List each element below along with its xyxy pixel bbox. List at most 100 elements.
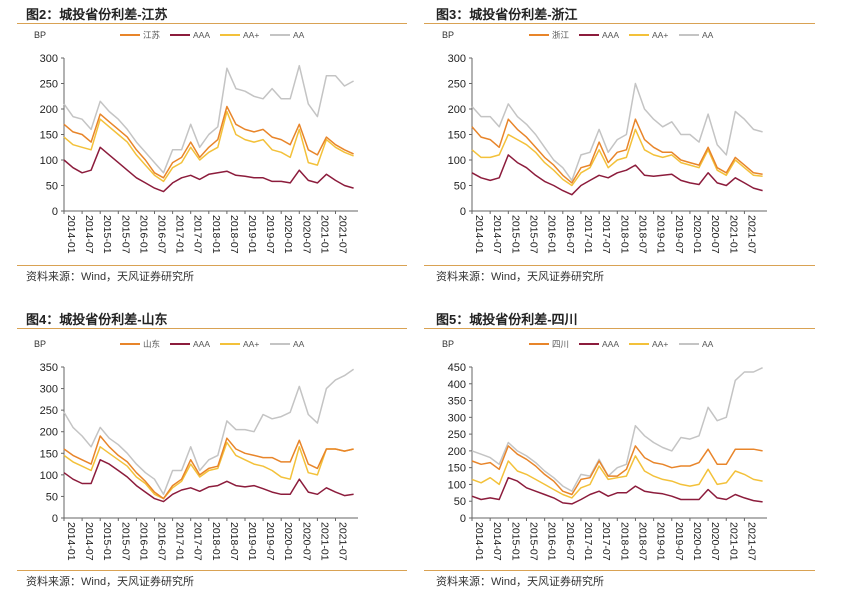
y-axis-label: BP <box>442 339 454 349</box>
x-tick-label: 2016-01 <box>546 215 558 254</box>
legend-label: AAA <box>193 339 210 349</box>
x-tick-label: 2014-01 <box>473 215 485 254</box>
series-line-province <box>471 118 763 184</box>
chart-svg: BP 0 50 100 150 200 250 300 350 2014-01 2014-07 201… <box>34 339 358 561</box>
series-line-aa <box>63 368 355 496</box>
y-tick-label: 100 <box>448 155 466 167</box>
x-tick-label: 2017-01 <box>174 215 186 254</box>
y-tick-label: 250 <box>40 79 58 91</box>
source-note: 资料来源：Wind，天风证券研究所 <box>436 576 605 588</box>
y-tick-label: 50 <box>454 496 466 508</box>
y-tick-label: 50 <box>46 181 58 193</box>
x-tick-label: 2018-01 <box>618 522 630 561</box>
x-tick-label: 2019-07 <box>673 215 685 254</box>
x-tick-label: 2014-01 <box>65 522 77 561</box>
y-tick-label: 300 <box>448 412 466 424</box>
x-tick-label: 2020-07 <box>709 522 721 561</box>
legend-label: 山东 <box>143 339 160 349</box>
chart-title: 图4：城投省份利差-山东 <box>26 312 168 327</box>
series-line-aa <box>471 367 763 492</box>
chart-title: 图3：城投省份利差-浙江 <box>436 7 578 22</box>
y-tick-label: 50 <box>454 181 466 193</box>
x-tick-label: 2014-01 <box>473 522 485 561</box>
x-tick-label: 2016-01 <box>137 522 149 561</box>
y-tick-label: 0 <box>52 513 58 525</box>
legend-label: AA+ <box>652 339 668 349</box>
y-tick-label: 150 <box>448 463 466 475</box>
y-tick-label: 200 <box>448 446 466 458</box>
x-tick-label: 2016-07 <box>155 215 167 254</box>
x-tick-label: 2017-07 <box>192 215 204 254</box>
legend-label: AAA <box>193 30 210 40</box>
x-tick-label: 2014-07 <box>83 215 95 254</box>
y-tick-label: 0 <box>460 513 466 525</box>
y-tick-label: 150 <box>40 130 58 142</box>
y-tick-label: 100 <box>40 155 58 167</box>
x-tick-label: 2015-07 <box>119 215 131 254</box>
source-note: 资料来源：Wind，天风证券研究所 <box>436 271 605 283</box>
series-line-aaa <box>471 476 763 505</box>
title-rule <box>17 23 407 24</box>
series-line-aa-plus <box>63 110 354 183</box>
y-tick-label: 300 <box>40 384 58 396</box>
y-tick-label: 250 <box>40 405 58 417</box>
chart-panel-jiangsu: 图2：城投省份利差-江苏 资料来源：Wind，天风证券研究所 BP 0 50 100 150… <box>0 0 424 305</box>
y-axis-label: BP <box>442 30 454 40</box>
x-tick-label: 2015-07 <box>527 215 539 254</box>
x-tick-label: 2017-07 <box>192 522 204 561</box>
x-tick-label: 2018-01 <box>210 215 222 254</box>
x-tick-label: 2019-07 <box>264 215 276 254</box>
series-line-aa <box>63 64 354 174</box>
x-tick-label: 2014-07 <box>491 522 503 561</box>
y-tick-label: 350 <box>40 362 58 374</box>
x-tick-label: 2020-07 <box>709 215 721 254</box>
x-tick-label: 2019-01 <box>655 522 667 561</box>
x-tick-label: 2021-07 <box>336 522 348 561</box>
y-tick-label: 300 <box>40 53 58 65</box>
chart-svg: BP 0 50 100 150 200 250 300 2014-01 2014-07 2015-0… <box>34 30 358 254</box>
x-tick-label: 2015-07 <box>119 522 131 561</box>
y-tick-label: 250 <box>448 429 466 441</box>
x-tick-label: 2021-07 <box>336 215 348 254</box>
x-tick-label: 2015-01 <box>101 215 113 254</box>
x-tick-label: 2020-01 <box>282 522 294 561</box>
x-tick-label: 2015-01 <box>101 522 113 561</box>
chart-title: 图2：城投省份利差-江苏 <box>26 7 168 22</box>
x-tick-label: 2019-07 <box>264 522 276 561</box>
title-rule <box>17 328 407 329</box>
x-tick-label: 2020-07 <box>300 215 312 254</box>
y-tick-label: 0 <box>52 206 58 218</box>
x-tick-label: 2015-01 <box>509 522 521 561</box>
x-tick-label: 2018-07 <box>636 522 648 561</box>
source-rule <box>424 265 815 266</box>
x-tick-label: 2019-01 <box>246 215 258 254</box>
y-tick-label: 100 <box>448 479 466 491</box>
legend-label: 四川 <box>552 339 569 349</box>
x-tick-label: 2017-07 <box>600 522 612 561</box>
x-tick-label: 2014-07 <box>491 215 503 254</box>
legend-label: AA <box>702 30 714 40</box>
x-tick-label: 2020-01 <box>691 522 703 561</box>
series-line-aa-plus <box>471 128 763 187</box>
chart-panel-sichuan: 图5：城投省份利差-四川 资料来源：Wind，天风证券研究所 BP 0 50 100 150… <box>424 305 848 610</box>
series-line-aa <box>471 82 763 182</box>
title-rule <box>424 328 815 329</box>
y-tick-label: 150 <box>448 130 466 142</box>
y-tick-label: 200 <box>40 427 58 439</box>
y-tick-label: 100 <box>40 470 58 482</box>
series-line-aaa <box>471 154 763 196</box>
legend-label: AA+ <box>243 30 259 40</box>
source-rule <box>17 265 407 266</box>
chart-panel-zhejiang: 图3：城投省份利差-浙江 资料来源：Wind，天风证券研究所 BP 0 50 100 150… <box>424 0 848 305</box>
title-rule <box>424 23 815 24</box>
x-tick-label: 2020-01 <box>282 215 294 254</box>
legend-label: 浙江 <box>552 30 570 40</box>
x-tick-label: 2018-07 <box>228 215 240 254</box>
x-tick-label: 2018-01 <box>210 522 222 561</box>
source-note: 资料来源：Wind，天风证券研究所 <box>26 576 195 588</box>
series-line-province <box>471 445 763 496</box>
x-tick-label: 2016-07 <box>564 522 576 561</box>
series-line-aa-plus <box>471 455 763 499</box>
x-tick-label: 2020-07 <box>300 522 312 561</box>
y-axis-label: BP <box>34 339 46 349</box>
